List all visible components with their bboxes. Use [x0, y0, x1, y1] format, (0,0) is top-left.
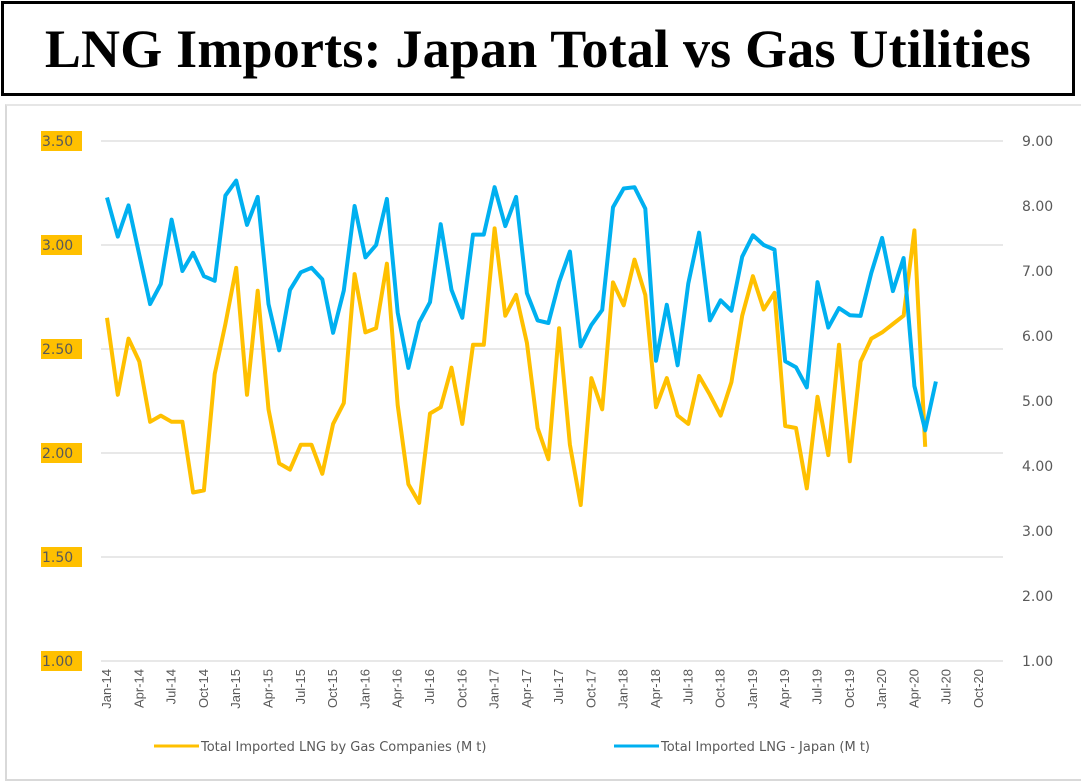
x-tick-label: Jan-17 — [487, 669, 502, 709]
x-tick-label: Jul-14 — [164, 669, 179, 704]
x-tick-label: Jul-17 — [551, 669, 566, 704]
left-tick-label: 2.50 — [42, 342, 73, 358]
left-tick-highlight — [41, 131, 82, 151]
left-tick-highlight — [41, 339, 82, 359]
right-tick-label: 9.00 — [1022, 134, 1053, 150]
x-tick-label: Jan-14 — [99, 669, 114, 709]
x-tick-label: Jan-19 — [745, 669, 760, 709]
left-tick-label: 3.00 — [42, 238, 73, 254]
x-tick-label: Jul-19 — [810, 669, 825, 704]
right-tick-label: 6.00 — [1022, 329, 1053, 345]
x-tick-label: Apr-18 — [648, 669, 663, 708]
x-tick-label: Apr-16 — [390, 669, 405, 708]
chart-frame — [5, 104, 1081, 781]
x-tick-label: Jul-16 — [422, 669, 437, 704]
left-tick-highlight — [41, 443, 82, 463]
x-tick-label: Apr-14 — [131, 669, 146, 708]
x-tick-label: Apr-19 — [777, 669, 792, 708]
right-tick-label: 2.00 — [1022, 589, 1053, 605]
x-tick-label: Jan-15 — [228, 669, 243, 709]
x-tick-label: Oct-16 — [454, 669, 469, 708]
right-tick-label: 5.00 — [1022, 394, 1053, 410]
legend-label-gas-companies: Total Imported LNG by Gas Companies (M t… — [200, 740, 486, 755]
right-tick-label: 1.00 — [1022, 654, 1053, 670]
x-tick-label: Apr-20 — [906, 669, 921, 708]
x-tick-label: Jan-18 — [616, 669, 631, 709]
x-tick-label: Oct-15 — [325, 669, 340, 708]
series-lines — [105, 178, 938, 507]
legend: Total Imported LNG by Gas Companies (M t… — [154, 740, 870, 755]
legend-label-japan: Total Imported LNG - Japan (M t) — [660, 740, 870, 755]
x-tick-label: Apr-17 — [519, 669, 534, 708]
x-tick-label: Jul-15 — [293, 669, 308, 704]
left-tick-label: 2.00 — [42, 446, 73, 462]
x-tick-label: Oct-20 — [971, 669, 986, 708]
right-axis-ticks: 1.00 2.00 3.00 4.00 5.00 6.00 7.00 8.00 9.00 — [1022, 134, 1053, 670]
x-tick-label: Jan-20 — [874, 669, 889, 709]
left-axis-ticks: 1.00 1.50 2.00 2.50 3.00 3.50 — [41, 131, 82, 671]
x-tick-label: Oct-14 — [196, 669, 211, 708]
title-box: LNG Imports: Japan Total vs Gas Utilitie… — [1, 1, 1075, 96]
left-tick-label: 1.50 — [42, 550, 73, 566]
x-tick-label: Oct-18 — [713, 669, 728, 708]
x-tick-label: Oct-17 — [583, 669, 598, 708]
x-tick-label: Jul-20 — [939, 669, 954, 704]
series-line-gas-companies — [105, 226, 928, 507]
right-tick-label: 8.00 — [1022, 199, 1053, 215]
left-tick-highlight — [41, 651, 82, 671]
x-axis-ticks: Jan-14 Apr-14 Jul-14 Oct-14 Jan-15 Apr-15 Jul-… — [99, 669, 986, 709]
chart-title: LNG Imports: Japan Total vs Gas Utilitie… — [44, 18, 1032, 79]
right-tick-label: 4.00 — [1022, 459, 1053, 475]
x-tick-label: Jul-18 — [680, 669, 695, 704]
left-tick-highlight — [41, 235, 82, 255]
left-tick-highlight — [41, 547, 82, 567]
x-tick-label: Oct-19 — [842, 669, 857, 708]
left-tick-label: 3.50 — [42, 134, 73, 150]
right-tick-label: 3.00 — [1022, 524, 1053, 540]
x-tick-label: Jan-16 — [357, 669, 372, 709]
right-tick-label: 7.00 — [1022, 264, 1053, 280]
x-tick-label: Apr-15 — [260, 669, 275, 708]
series-line-japan — [105, 178, 938, 433]
left-tick-label: 1.00 — [42, 654, 73, 670]
